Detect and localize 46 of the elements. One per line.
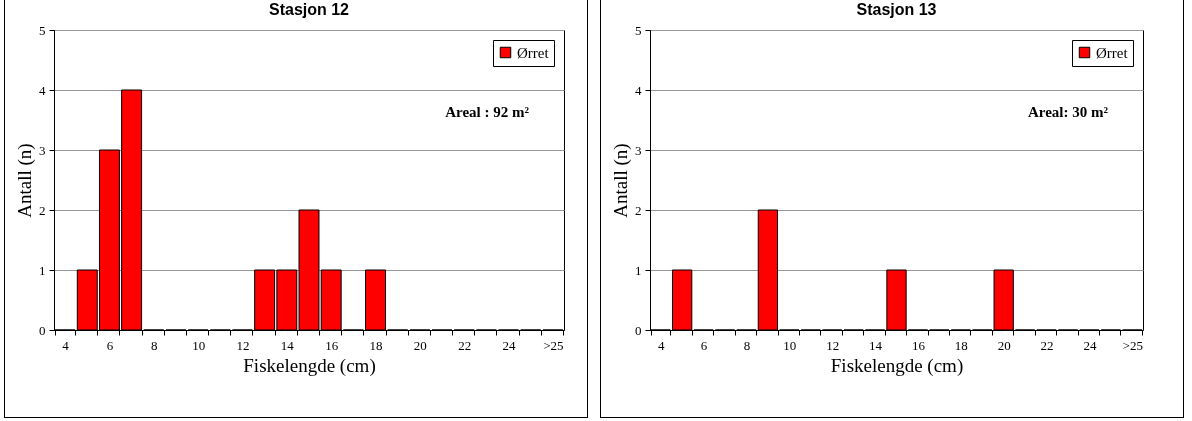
x-tick-label: 24	[502, 337, 517, 353]
annotation: Areal : 92 m²	[445, 104, 530, 120]
chart-title: Stasjon 12	[268, 1, 350, 18]
x-tick-label: 8	[151, 337, 158, 353]
x-tick-label: >25	[1122, 337, 1143, 353]
x-tick-label: 12	[826, 337, 840, 353]
x-tick-label: 16	[325, 337, 339, 353]
x-tick-label: 24	[1083, 337, 1097, 353]
y-axis-title: Antall (n)	[610, 143, 632, 218]
x-tick-label: 12	[236, 337, 250, 353]
y-tick-label: 3	[39, 142, 46, 158]
chart-title: Stasjon 13	[856, 1, 937, 18]
x-tick-label: 22	[1040, 337, 1054, 353]
x-tick-label: 20	[413, 337, 427, 353]
x-tick-label: 10	[783, 337, 797, 353]
legend-label: Ørret	[1096, 44, 1129, 61]
y-tick-label: 2	[39, 202, 46, 218]
annotation: Areal: 30 m²	[1027, 104, 1109, 120]
y-tick-label: 5	[635, 22, 642, 38]
x-tick-label: 4	[657, 337, 665, 353]
x-tick-label: 18	[954, 337, 968, 353]
x-tick-label: 10	[192, 337, 206, 353]
legend-label: Ørret	[517, 44, 550, 61]
y-tick-label: 0	[39, 322, 46, 338]
x-tick-label: 20	[997, 337, 1011, 353]
y-tick-label: 5	[39, 22, 46, 38]
x-tick-label: 16	[911, 337, 926, 353]
x-tick-label: 18	[369, 337, 383, 353]
x-tick-label: 14	[280, 337, 295, 353]
x-tick-label: 6	[106, 337, 114, 353]
x-tick-label: 14	[869, 337, 883, 353]
y-tick-label: 3	[635, 142, 642, 158]
y-tick-label: 2	[635, 202, 642, 218]
x-tick-label: 8	[743, 337, 751, 353]
y-tick-label: 0	[635, 322, 642, 338]
y-tick-label: 1	[39, 262, 46, 278]
y-tick-label: 1	[635, 262, 642, 278]
y-tick-label: 4	[39, 82, 46, 98]
y-tick-label: 4	[635, 82, 642, 98]
x-tick-label: 6	[700, 337, 708, 353]
x-axis-title: Fiskelengde (cm)	[830, 354, 964, 377]
x-axis-title: Fiskelengde (cm)	[243, 354, 376, 377]
x-tick-label: >25	[543, 337, 564, 353]
x-tick-label: 4	[62, 337, 70, 353]
x-tick-label: 22	[458, 337, 472, 353]
y-axis-title: Antall (n)	[14, 143, 36, 218]
